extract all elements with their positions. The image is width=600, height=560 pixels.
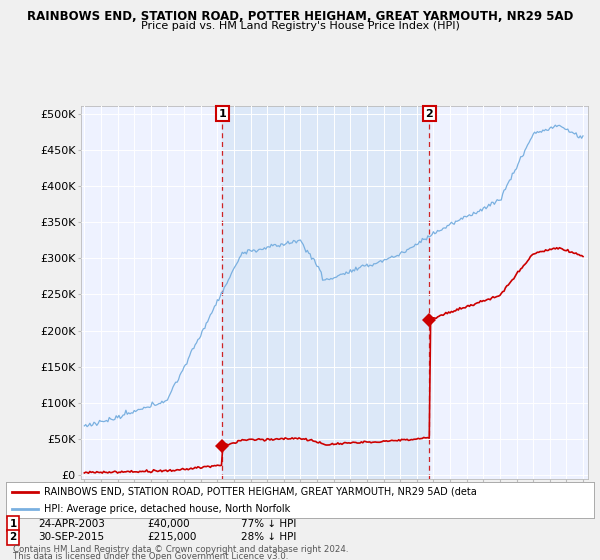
Text: £215,000: £215,000 xyxy=(147,532,196,542)
Bar xyxy=(223,106,429,479)
Text: HPI: Average price, detached house, North Norfolk: HPI: Average price, detached house, Nort… xyxy=(44,504,290,514)
Text: 2: 2 xyxy=(425,109,433,119)
Text: RAINBOWS END, STATION ROAD, POTTER HEIGHAM, GREAT YARMOUTH, NR29 5AD (deta: RAINBOWS END, STATION ROAD, POTTER HEIGH… xyxy=(44,487,477,497)
Text: This data is licensed under the Open Government Licence v3.0.: This data is licensed under the Open Gov… xyxy=(13,552,289,560)
Text: Contains HM Land Registry data © Crown copyright and database right 2024.: Contains HM Land Registry data © Crown c… xyxy=(13,545,349,554)
Text: 1: 1 xyxy=(10,519,17,529)
Text: 2: 2 xyxy=(10,532,17,542)
Text: 77% ↓ HPI: 77% ↓ HPI xyxy=(241,519,296,529)
Text: RAINBOWS END, STATION ROAD, POTTER HEIGHAM, GREAT YARMOUTH, NR29 5AD: RAINBOWS END, STATION ROAD, POTTER HEIGH… xyxy=(27,10,573,23)
Text: £40,000: £40,000 xyxy=(147,519,190,529)
Text: 30-SEP-2015: 30-SEP-2015 xyxy=(38,532,104,542)
Text: 1: 1 xyxy=(218,109,226,119)
Text: 28% ↓ HPI: 28% ↓ HPI xyxy=(241,532,296,542)
Text: Price paid vs. HM Land Registry's House Price Index (HPI): Price paid vs. HM Land Registry's House … xyxy=(140,21,460,31)
Text: 24-APR-2003: 24-APR-2003 xyxy=(38,519,105,529)
